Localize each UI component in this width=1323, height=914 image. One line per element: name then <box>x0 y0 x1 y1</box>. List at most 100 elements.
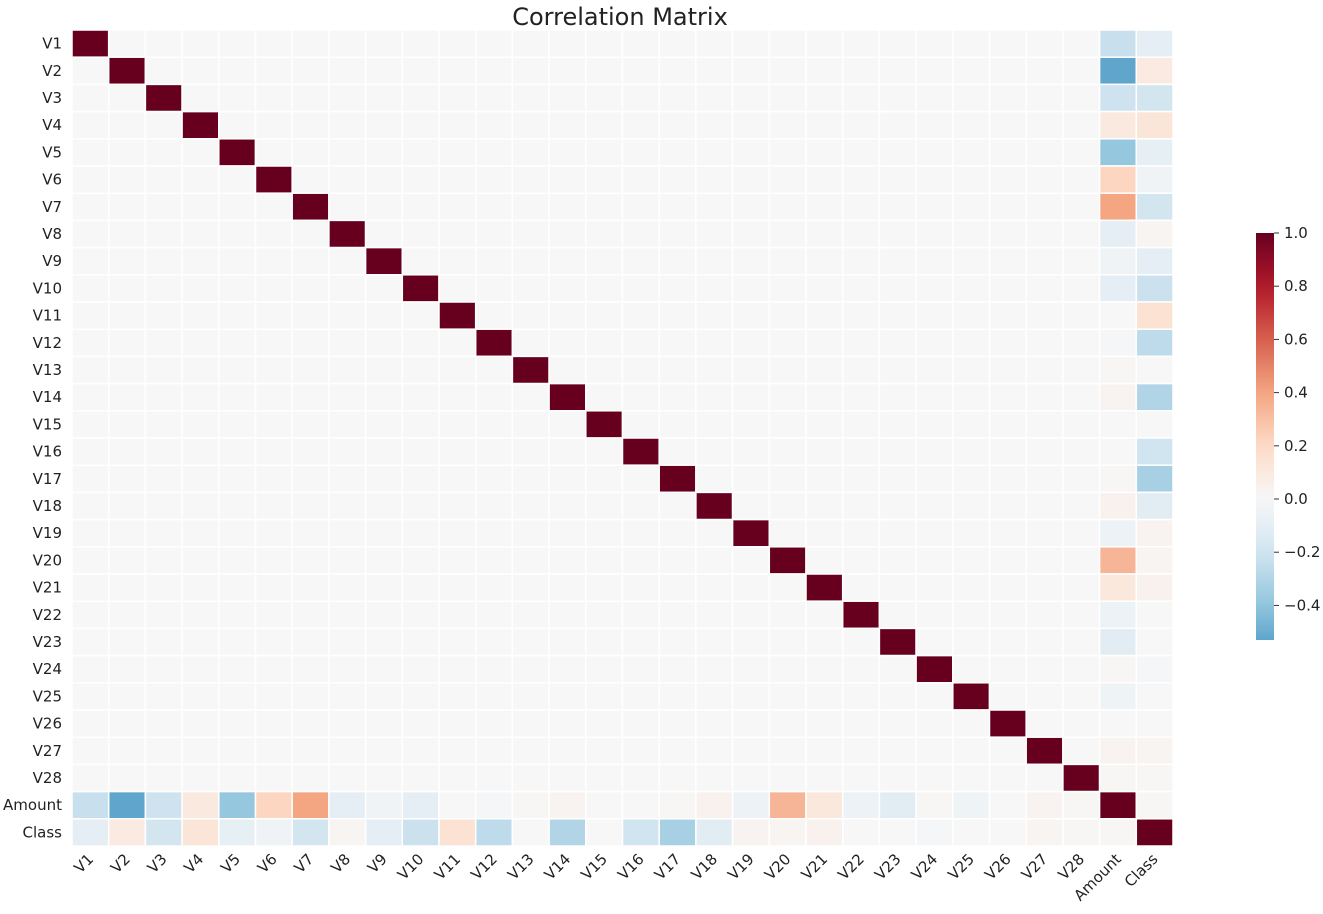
heatmap-cell-V3-V1 <box>71 83 110 113</box>
heatmap-cell-V10-V18 <box>695 274 734 303</box>
colorbar-tick-label: −0.4 <box>1284 596 1320 614</box>
heatmap-cell-V16-V16 <box>621 437 660 466</box>
heatmap-cell-V4-Class <box>1135 110 1174 140</box>
heatmap-cell-V8-V8 <box>328 219 367 249</box>
heatmap-cell-V24-Class <box>1135 654 1174 684</box>
heatmap-cell-V22-Class <box>1135 600 1174 630</box>
heatmap-cell-V11-V1 <box>71 301 110 330</box>
heatmap-cell-V10-V22 <box>841 274 881 303</box>
heatmap-cell-V20-V28 <box>1062 546 1101 575</box>
heatmap-cell-Class-V26 <box>988 818 1027 847</box>
heatmap-cell-V19-V10 <box>401 518 440 548</box>
heatmap-cell-V18-V23 <box>878 491 917 521</box>
heatmap-cell-V15-V26 <box>988 410 1027 439</box>
heatmap-cell-V8-V6 <box>254 219 293 249</box>
heatmap-cell-V19-V20 <box>768 518 807 548</box>
heatmap-cell-V5-V15 <box>585 138 624 167</box>
heatmap-cell-V6-V16 <box>621 165 660 194</box>
heatmap-cell-V20-V8 <box>328 546 367 575</box>
heatmap-cell-V24-V11 <box>438 654 477 684</box>
heatmap-cell-Amount-V18 <box>695 790 734 820</box>
heatmap-cell-V3-V17 <box>658 83 697 113</box>
heatmap-cell-V1-Class <box>1135 29 1174 58</box>
heatmap-cell-V5-V28 <box>1062 138 1101 167</box>
heatmap-cell-V3-Amount <box>1098 83 1138 113</box>
heatmap-cell-V13-V3 <box>144 355 183 385</box>
heatmap-cell-V3-V24 <box>915 83 954 113</box>
heatmap-cell-V27-V25 <box>952 736 991 766</box>
heatmap-cell-V22-V10 <box>401 600 440 630</box>
heatmap-cell-V5-V5 <box>218 138 257 167</box>
heatmap-cell-Amount-V14 <box>548 790 587 820</box>
y-tick-label-V15: V15 <box>33 415 62 433</box>
heatmap-cell-V7-V20 <box>768 192 807 222</box>
heatmap-cell-V15-V15 <box>585 410 624 439</box>
heatmap-cell-V3-V22 <box>841 83 881 113</box>
heatmap-cell-V17-V23 <box>878 464 917 494</box>
heatmap-cell-V18-V11 <box>438 491 477 521</box>
heatmap-cell-V4-V13 <box>511 110 550 140</box>
heatmap-cell-V2-V27 <box>1025 56 1064 86</box>
heatmap-cell-V26-Class <box>1135 709 1174 738</box>
x-tick-label-V21: V21 <box>798 850 831 883</box>
heatmap-cell-V7-V25 <box>952 192 991 222</box>
heatmap-cell-V23-V23 <box>878 627 917 657</box>
heatmap-cell-V16-V26 <box>988 437 1027 466</box>
heatmap-cell-V24-V14 <box>548 654 587 684</box>
heatmap-cell-Amount-V15 <box>585 790 624 820</box>
heatmap-cell-Class-V12 <box>474 818 514 847</box>
heatmap-cell-V22-V25 <box>952 600 991 630</box>
heatmap-cells <box>71 29 1174 847</box>
heatmap-cell-V17-V12 <box>474 464 514 494</box>
heatmap-cell-V25-V1 <box>71 682 110 711</box>
heatmap-cell-Class-V28 <box>1062 818 1101 847</box>
heatmap-cell-V21-V10 <box>401 573 440 602</box>
heatmap-cell-V14-V10 <box>401 382 440 412</box>
heatmap-cell-V17-V28 <box>1062 464 1101 494</box>
heatmap-cell-Amount-V26 <box>988 790 1027 820</box>
heatmap-cell-V12-Class <box>1135 328 1174 358</box>
heatmap-cell-V27-V18 <box>695 736 734 766</box>
heatmap-cell-V21-V9 <box>364 573 404 602</box>
heatmap-cell-V13-V7 <box>291 355 330 385</box>
heatmap-cell-V4-V3 <box>144 110 183 140</box>
heatmap-cell-Class-V4 <box>181 818 220 847</box>
heatmap-cell-V19-V11 <box>438 518 477 548</box>
heatmap-cell-V23-V16 <box>621 627 660 657</box>
heatmap-cell-V4-V20 <box>768 110 807 140</box>
heatmap-cell-V21-V13 <box>511 573 550 602</box>
heatmap-cell-V20-V9 <box>364 546 404 575</box>
heatmap-cell-V23-V24 <box>915 627 954 657</box>
heatmap-cell-V4-V1 <box>71 110 110 140</box>
heatmap-cell-V2-V24 <box>915 56 954 86</box>
heatmap-cell-V11-V20 <box>768 301 807 330</box>
heatmap-cell-V20-V19 <box>731 546 771 575</box>
heatmap-cell-V22-V24 <box>915 600 954 630</box>
heatmap-cell-V28-V27 <box>1025 763 1064 793</box>
heatmap-cell-V7-V5 <box>218 192 257 222</box>
heatmap-cell-V11-V23 <box>878 301 917 330</box>
heatmap-cell-V9-V14 <box>548 246 587 276</box>
heatmap-cell-V8-V25 <box>952 219 991 249</box>
heatmap-cell-V28-V14 <box>548 763 587 793</box>
heatmap-cell-V14-V20 <box>768 382 807 412</box>
heatmap-cell-V26-V8 <box>328 709 367 738</box>
heatmap-cell-V9-V7 <box>291 246 330 276</box>
heatmap-cell-V5-V21 <box>805 138 844 167</box>
heatmap-cell-V1-V23 <box>878 29 917 58</box>
heatmap-cell-V19-V26 <box>988 518 1027 548</box>
heatmap-cell-V12-V7 <box>291 328 330 358</box>
heatmap-cell-V14-V13 <box>511 382 550 412</box>
heatmap-cell-V3-V13 <box>511 83 550 113</box>
heatmap-cell-V13-Amount <box>1098 355 1138 385</box>
heatmap-cell-V4-V15 <box>585 110 624 140</box>
heatmap-cell-V18-V19 <box>731 491 771 521</box>
heatmap-cell-V11-V25 <box>952 301 991 330</box>
heatmap-cell-V10-V3 <box>144 274 183 303</box>
heatmap-cell-V21-V5 <box>218 573 257 602</box>
heatmap-cell-V15-V5 <box>218 410 257 439</box>
heatmap-cell-V16-V27 <box>1025 437 1064 466</box>
heatmap-cell-V24-V12 <box>474 654 514 684</box>
colorbar-bar <box>1256 233 1274 640</box>
heatmap-cell-V12-V15 <box>585 328 624 358</box>
